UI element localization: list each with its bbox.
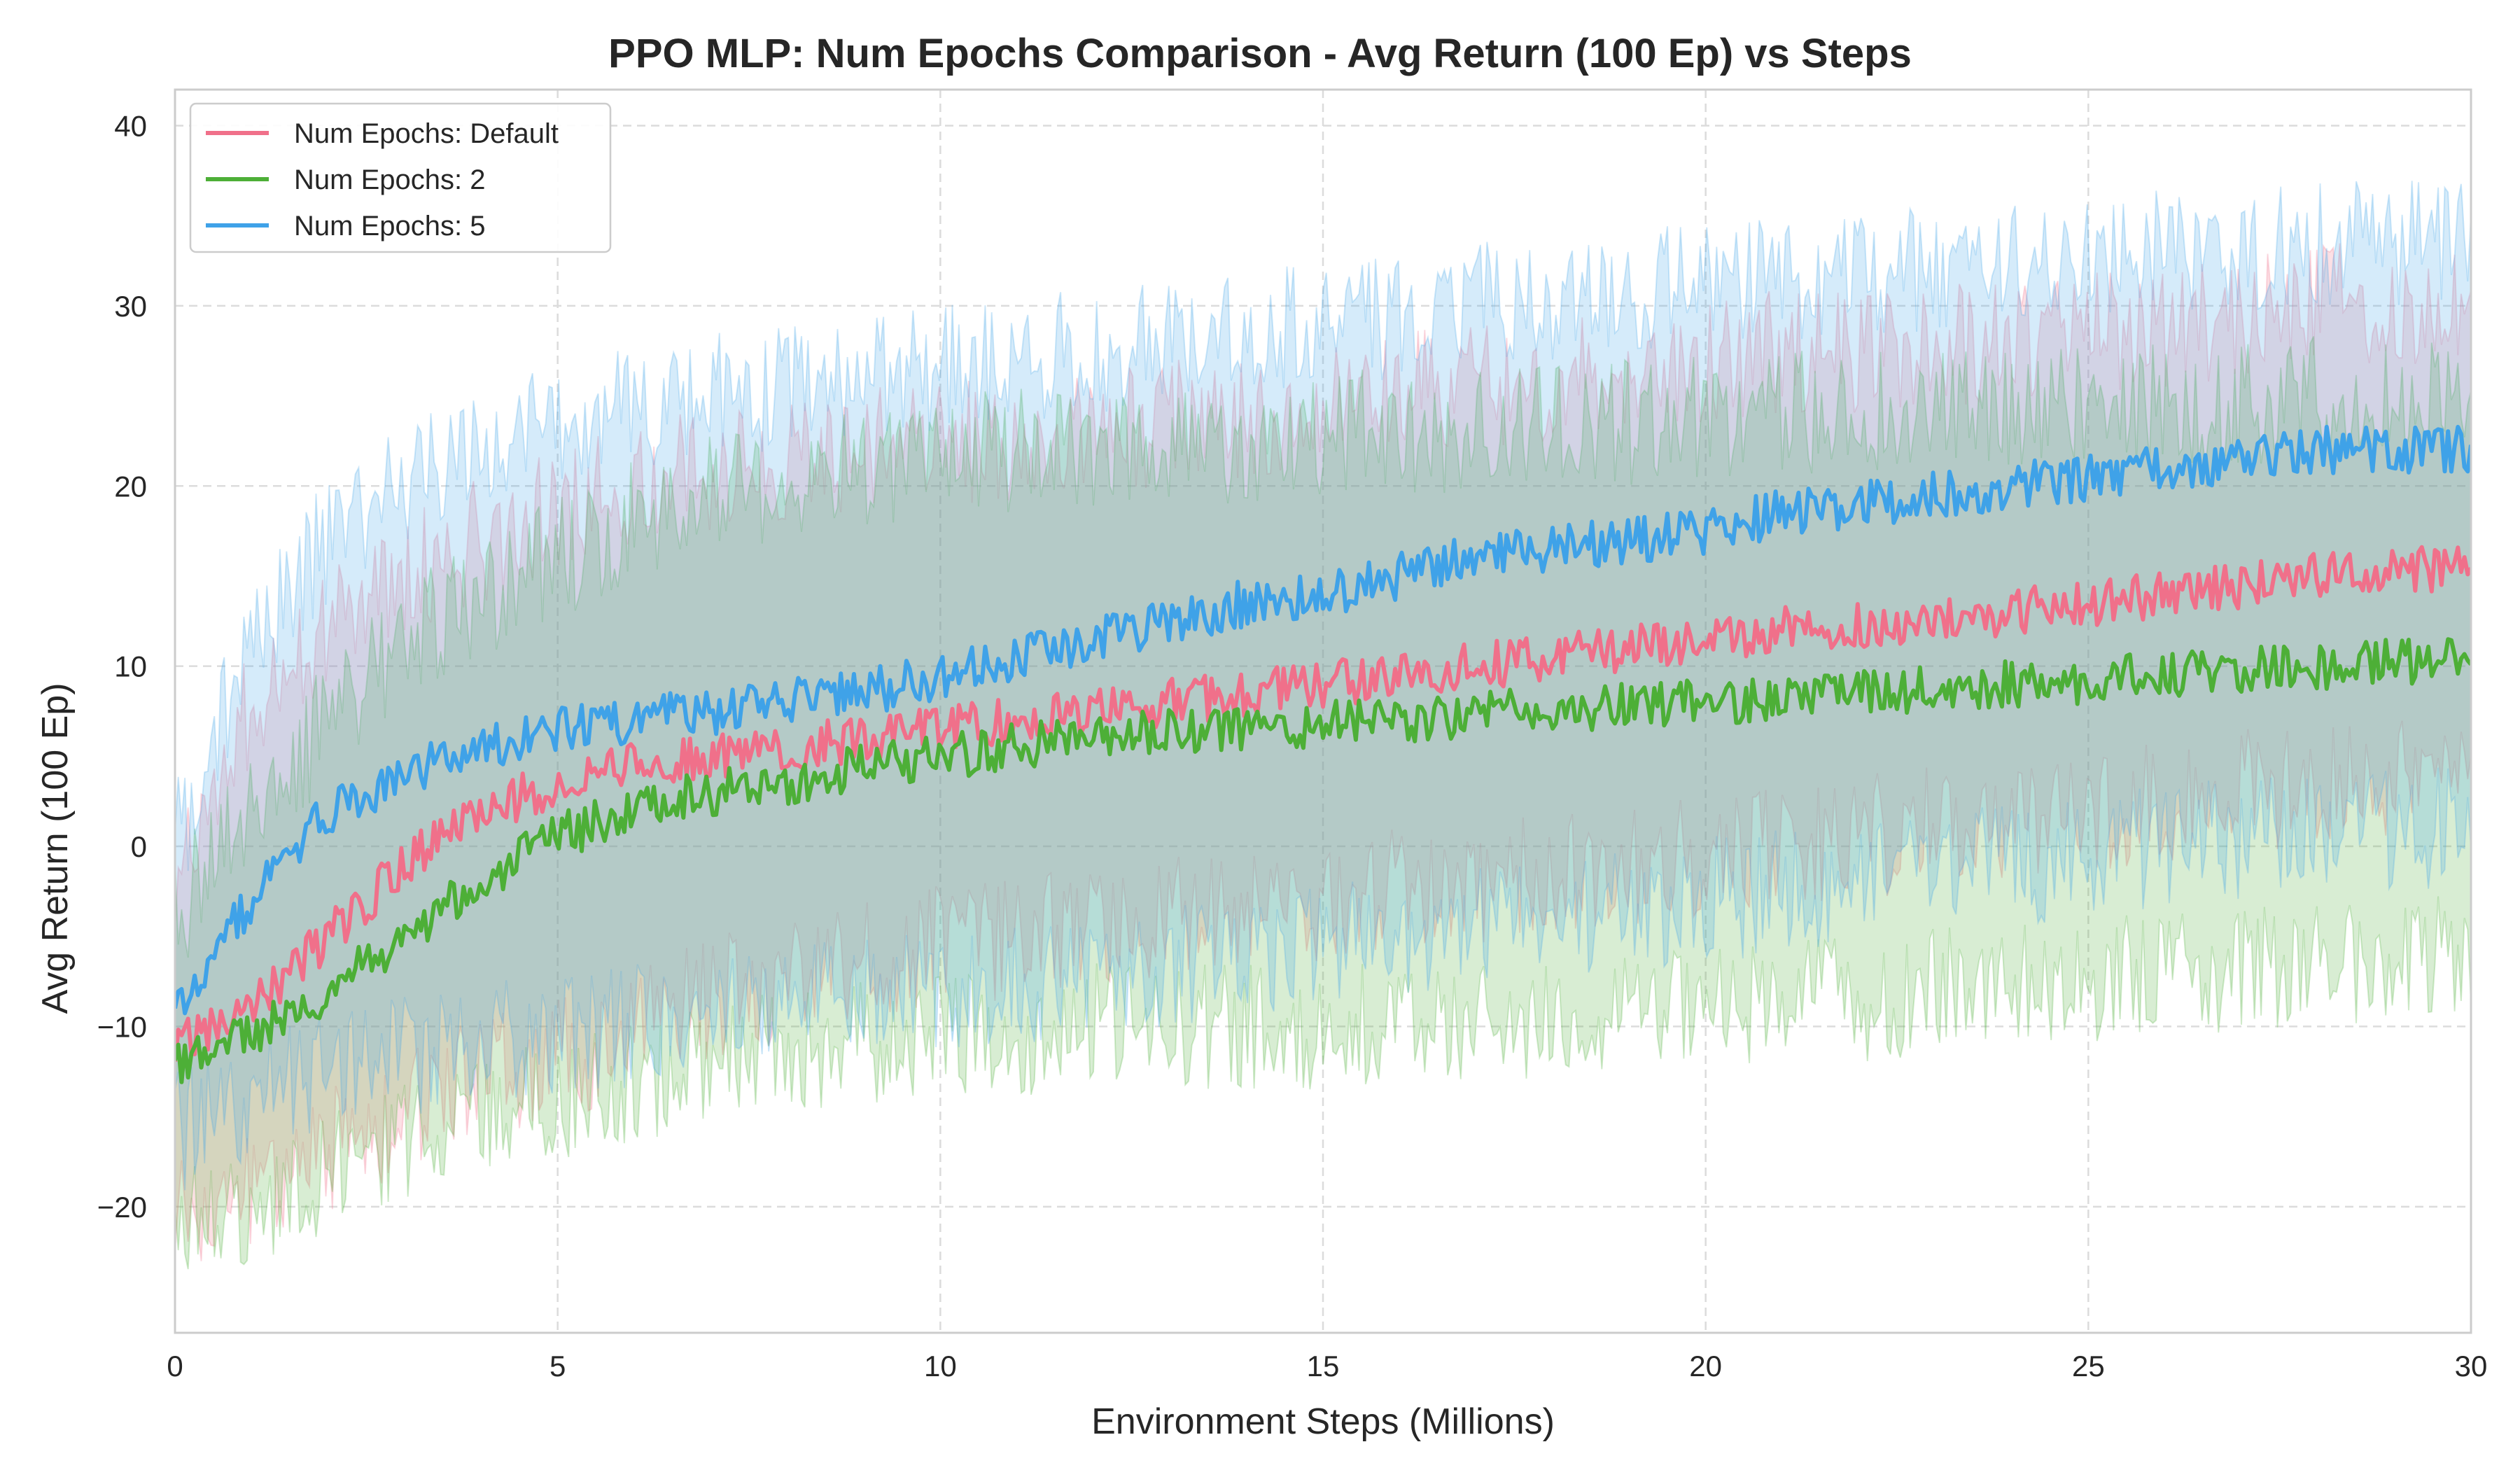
- y-tick-label: −20: [97, 1191, 147, 1224]
- y-tick-label: 30: [114, 290, 147, 323]
- y-axis-label: Avg Return (100 Ep): [35, 682, 76, 1014]
- band-num-epochs-5: [175, 181, 2471, 1191]
- x-tick-label: 20: [1689, 1350, 1722, 1382]
- series-line-num-epochs-2: [175, 637, 2471, 1084]
- y-tick-label: 40: [114, 109, 147, 142]
- band-num-epochs-default: [175, 243, 2471, 1261]
- plot-frame: [174, 88, 2472, 1334]
- chart-title: PPO MLP: Num Epochs Comparison - Avg Ret…: [608, 31, 1912, 76]
- x-tick-label: 15: [1307, 1350, 1340, 1382]
- x-tick-label: 30: [2455, 1350, 2488, 1382]
- legend: Num Epochs: Default Num Epochs: 2 Num Epoc…: [189, 102, 612, 253]
- x-tick-label: 5: [550, 1350, 566, 1382]
- y-tick-label: 10: [114, 650, 147, 683]
- x-tick-label: 0: [167, 1350, 183, 1382]
- legend-label-num-epochs-5: Num Epochs: 5: [294, 211, 485, 241]
- band-num-epochs-2: [175, 336, 2471, 1270]
- y-tick-label: 0: [131, 830, 147, 863]
- series-line-num-epochs-default: [175, 545, 2471, 1062]
- x-tick-label: 10: [924, 1350, 957, 1382]
- lines: [175, 424, 2471, 1084]
- series-line-num-epochs-5: [175, 424, 2471, 1016]
- x-axis-label: Environment Steps (Millions): [1091, 1401, 1555, 1442]
- x-tick-label: 25: [2072, 1350, 2105, 1382]
- y-tick-label: 20: [114, 470, 147, 503]
- bands: [175, 181, 2471, 1270]
- legend-label-num-epochs-2: Num Epochs: 2: [294, 164, 485, 195]
- y-tick-label: −10: [97, 1010, 147, 1043]
- legend-box: [189, 102, 612, 253]
- plot-area: 0 5 10 15 20 25 30 −20 −10 0 10 20 30 40: [97, 88, 2488, 1382]
- legend-label-num-epochs-default: Num Epochs: Default: [294, 118, 559, 149]
